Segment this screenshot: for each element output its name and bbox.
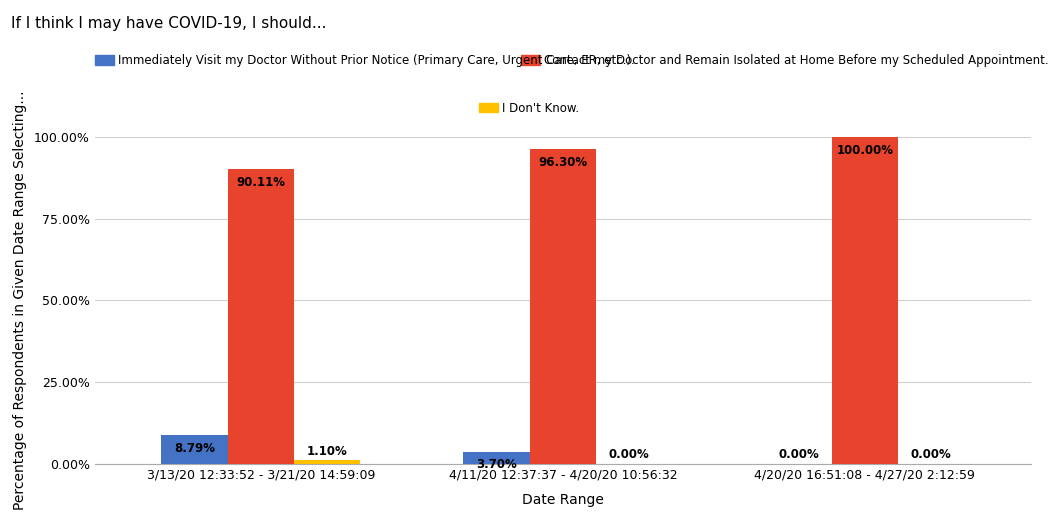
X-axis label: Date Range: Date Range bbox=[522, 493, 604, 507]
Text: 8.79%: 8.79% bbox=[174, 442, 215, 455]
Y-axis label: Percentage of Respondents in Given Date Range Selecting...: Percentage of Respondents in Given Date … bbox=[13, 91, 27, 510]
Bar bbox=[463, 452, 529, 464]
Text: I Don't Know.: I Don't Know. bbox=[502, 102, 579, 114]
Text: 0.00%: 0.00% bbox=[778, 448, 818, 461]
Text: 0.00%: 0.00% bbox=[911, 448, 952, 461]
Text: 90.11%: 90.11% bbox=[237, 176, 285, 189]
Text: If I think I may have COVID-19, I should...: If I think I may have COVID-19, I should… bbox=[11, 16, 326, 31]
Bar bbox=[832, 137, 898, 464]
Text: 96.30%: 96.30% bbox=[539, 155, 587, 169]
Text: 1.10%: 1.10% bbox=[307, 445, 347, 457]
Text: Immediately Visit my Doctor Without Prior Notice (Primary Care, Urgent Care, ER,: Immediately Visit my Doctor Without Prio… bbox=[118, 54, 634, 67]
Text: 3.70%: 3.70% bbox=[476, 458, 517, 471]
Text: 100.00%: 100.00% bbox=[836, 143, 893, 157]
Text: Contact my Doctor and Remain Isolated at Home Before my Scheduled Appointment.: Contact my Doctor and Remain Isolated at… bbox=[544, 54, 1049, 67]
Bar bbox=[294, 460, 361, 464]
Bar bbox=[529, 149, 596, 464]
Bar bbox=[161, 435, 227, 464]
Text: 0.00%: 0.00% bbox=[609, 448, 650, 461]
Bar bbox=[227, 169, 294, 464]
